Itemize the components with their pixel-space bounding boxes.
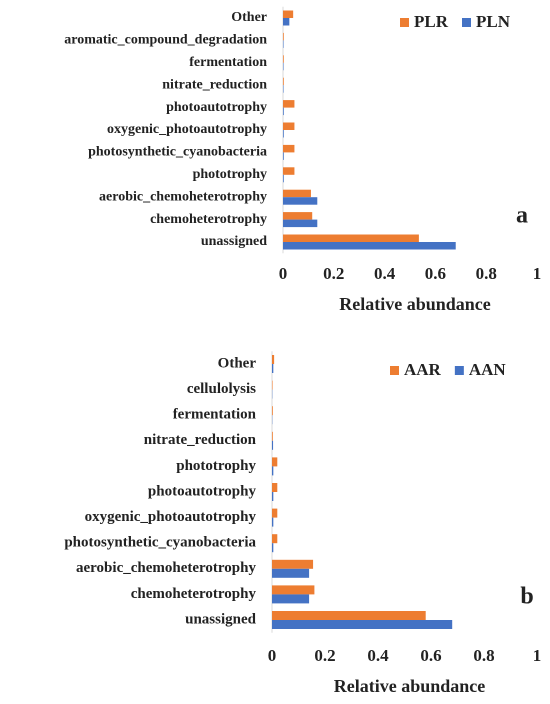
bar [272, 355, 275, 364]
y-tick-label: aerobic_chemoheterotrophy [76, 560, 256, 576]
bar [283, 152, 284, 160]
y-tick-label: aromatic_compound_degradation [64, 33, 267, 48]
legend-swatch [400, 18, 409, 27]
x-tick-label: 0 [268, 646, 277, 665]
bar [283, 100, 295, 108]
x-tick-label: 0.4 [374, 264, 396, 283]
y-tick-label: chemoheterotrophy [150, 212, 267, 227]
bar [283, 18, 290, 26]
x-tick-label: 1 [533, 264, 542, 283]
legend-swatch [390, 366, 399, 375]
y-tick-label: phototrophy [176, 458, 256, 474]
y-tick-label: Other [218, 355, 257, 371]
bar [272, 406, 273, 416]
y-tick-label: chemoheterotrophy [131, 586, 257, 602]
y-tick-label: photosynthetic_cyanobacteria [88, 145, 267, 160]
y-tick-label: unassigned [201, 234, 267, 249]
y-tick-label: cellulolysis [187, 381, 256, 397]
bar [283, 219, 318, 228]
bar [272, 431, 273, 441]
y-tick-label: oxygenic_photoautotrophy [85, 509, 257, 525]
y-tick-label: photoautotrophy [166, 100, 267, 115]
bar [283, 85, 284, 93]
bar [283, 212, 313, 220]
legend-label: AAR [404, 360, 442, 379]
bar [283, 55, 284, 63]
y-tick-label: aerobic_chemoheterotrophy [99, 189, 267, 204]
bar [272, 543, 274, 553]
bar [283, 197, 318, 205]
x-tick-label: 0.2 [323, 264, 344, 283]
x-tick-label: 0.4 [367, 646, 389, 665]
bar [272, 466, 274, 476]
y-tick-label: unassigned [185, 611, 257, 627]
bar [272, 364, 274, 373]
legend-swatch [462, 18, 471, 27]
bar [272, 585, 315, 595]
y-tick-label: oxygenic_photoautotrophy [107, 122, 267, 137]
bar [272, 517, 274, 527]
x-tick-label: 0.8 [473, 646, 494, 665]
bar [283, 10, 294, 18]
bar [283, 32, 284, 41]
y-tick-label: Other [231, 10, 267, 25]
x-tick-label: 1 [533, 646, 542, 665]
bar [272, 534, 278, 544]
y-tick-label: photosynthetic_cyanobacteria [64, 535, 256, 551]
bar [283, 107, 284, 116]
bar [272, 380, 273, 390]
x-axis-title: Relative abundance [339, 294, 491, 314]
y-tick-label: phototrophy [193, 167, 267, 182]
y-tick-label: photoautotrophy [148, 483, 257, 499]
y-tick-label: fermentation [173, 407, 257, 423]
bar [283, 167, 295, 175]
bar [283, 189, 311, 198]
legend-swatch [454, 366, 464, 375]
bar [272, 492, 274, 501]
bar [283, 234, 419, 242]
bar [272, 594, 310, 604]
bar [283, 62, 284, 71]
bar [283, 144, 295, 153]
x-tick-label: 0.6 [425, 264, 446, 283]
bar [272, 457, 278, 467]
x-tick-label: 0.8 [476, 264, 497, 283]
bar [283, 40, 284, 48]
bar [272, 620, 453, 629]
x-axis-title: Relative abundance [334, 676, 486, 696]
bar [283, 174, 284, 183]
bar [283, 122, 295, 130]
panel-label: b [520, 584, 533, 610]
y-tick-label: nitrate_reduction [162, 77, 267, 92]
bar [283, 242, 456, 250]
bar [283, 130, 284, 138]
legend-label: AAN [469, 360, 507, 379]
bar [272, 440, 274, 450]
legend-label: PLN [476, 12, 511, 31]
bar [272, 568, 310, 578]
bar [272, 483, 278, 492]
y-tick-label: fermentation [189, 55, 267, 70]
bar [272, 611, 426, 620]
x-tick-label: 0 [279, 264, 288, 283]
x-tick-label: 0.6 [420, 646, 441, 665]
bar [272, 508, 278, 518]
panel-label: a [516, 203, 528, 229]
x-tick-label: 0.2 [314, 646, 335, 665]
bar [283, 77, 284, 86]
bar [272, 559, 314, 569]
y-tick-label: nitrate_reduction [144, 432, 257, 448]
legend-label: PLR [414, 12, 449, 31]
